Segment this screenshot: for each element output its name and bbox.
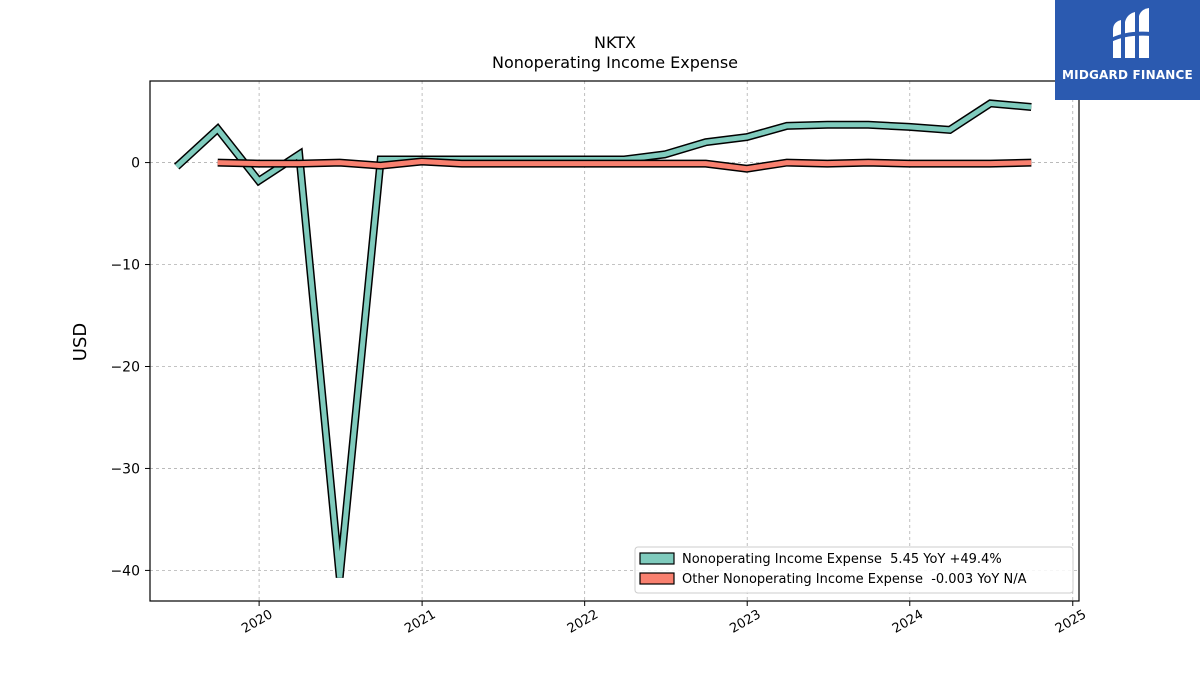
brand-logo: MIDGARD FINANCE [1055, 0, 1200, 100]
series-0-line [175, 100, 1032, 578]
legend: Nonoperating Income Expense 5.45 YoY +49… [634, 546, 1074, 594]
x-tick-label-2025: 2025 [1053, 607, 1089, 637]
y-tick-label--40: −40 [110, 563, 140, 579]
y-tick-label-0: 0 [131, 156, 140, 172]
legend-swatch-other-nonoperating [639, 572, 675, 585]
x-tick-label-2021: 2021 [402, 607, 438, 637]
series-0-outline [173, 99, 1032, 578]
x-tick-label-2024: 2024 [890, 607, 926, 637]
x-tick-label-2020: 2020 [239, 607, 275, 637]
midgard-logo-icon [1111, 8, 1151, 58]
legend-label-other-nonoperating: Other Nonoperating Income Expense -0.003… [682, 572, 1027, 587]
y-tick-label--30: −30 [110, 461, 140, 477]
legend-swatch-nonoperating [639, 552, 675, 565]
plot-frame [149, 80, 1080, 602]
brand-name: MIDGARD FINANCE [1062, 68, 1193, 82]
x-tick-label-2023: 2023 [727, 607, 763, 637]
legend-box [634, 546, 1074, 594]
series-1-line [217, 158, 1032, 172]
series-layer [173, 99, 1032, 578]
chart-title: NKTX [594, 33, 636, 52]
y-tick-label--10: −10 [110, 258, 140, 274]
x-tick-label-2022: 2022 [565, 607, 601, 637]
chart-subtitle: Nonoperating Income Expense [492, 53, 738, 72]
legend-label-nonoperating: Nonoperating Income Expense 5.45 YoY +49… [682, 552, 1002, 567]
y-tick-label--20: −20 [110, 359, 140, 375]
y-axis-label: USD [70, 323, 91, 361]
